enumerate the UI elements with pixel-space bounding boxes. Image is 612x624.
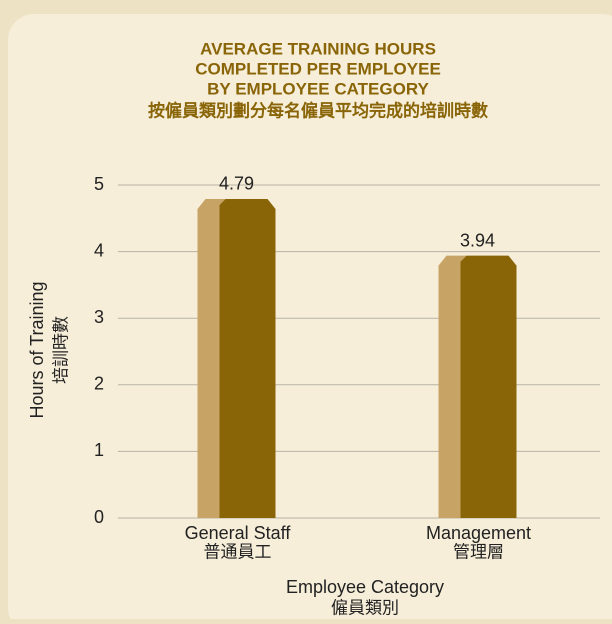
x-axis-label: 僱員類別 xyxy=(331,598,399,617)
bar-side xyxy=(197,198,226,518)
chart-title: BY EMPLOYEE CATEGORY xyxy=(207,79,429,98)
x-tick-label: 管理層 xyxy=(453,542,504,561)
y-tick-label: 1 xyxy=(94,440,104,460)
x-tick-label: General Staff xyxy=(185,523,292,543)
chart-title: AVERAGE TRAINING HOURS xyxy=(200,39,436,58)
bar-side xyxy=(438,255,467,518)
x-axis-label: Employee Category xyxy=(286,577,444,597)
y-tick-label: 4 xyxy=(94,240,104,260)
bar xyxy=(460,255,517,518)
x-tick-label: 普通員工 xyxy=(204,542,272,561)
y-tick-label: 3 xyxy=(94,307,104,327)
y-axis-label: 培訓時數 xyxy=(51,316,70,384)
y-tick-label: 2 xyxy=(94,374,104,394)
bar xyxy=(219,198,276,518)
data-label: 3.94 xyxy=(460,230,495,250)
chart-title: COMPLETED PER EMPLOYEE xyxy=(195,59,441,78)
chart-subtitle: 按僱員類別劃分每名僱員平均完成的培訓時數 xyxy=(148,100,488,120)
x-tick-label: Management xyxy=(426,523,531,543)
y-tick-label: 0 xyxy=(94,507,104,527)
data-label: 4.79 xyxy=(219,174,254,194)
y-axis-label: Hours of Training xyxy=(27,281,47,418)
y-tick-label: 5 xyxy=(94,174,104,194)
